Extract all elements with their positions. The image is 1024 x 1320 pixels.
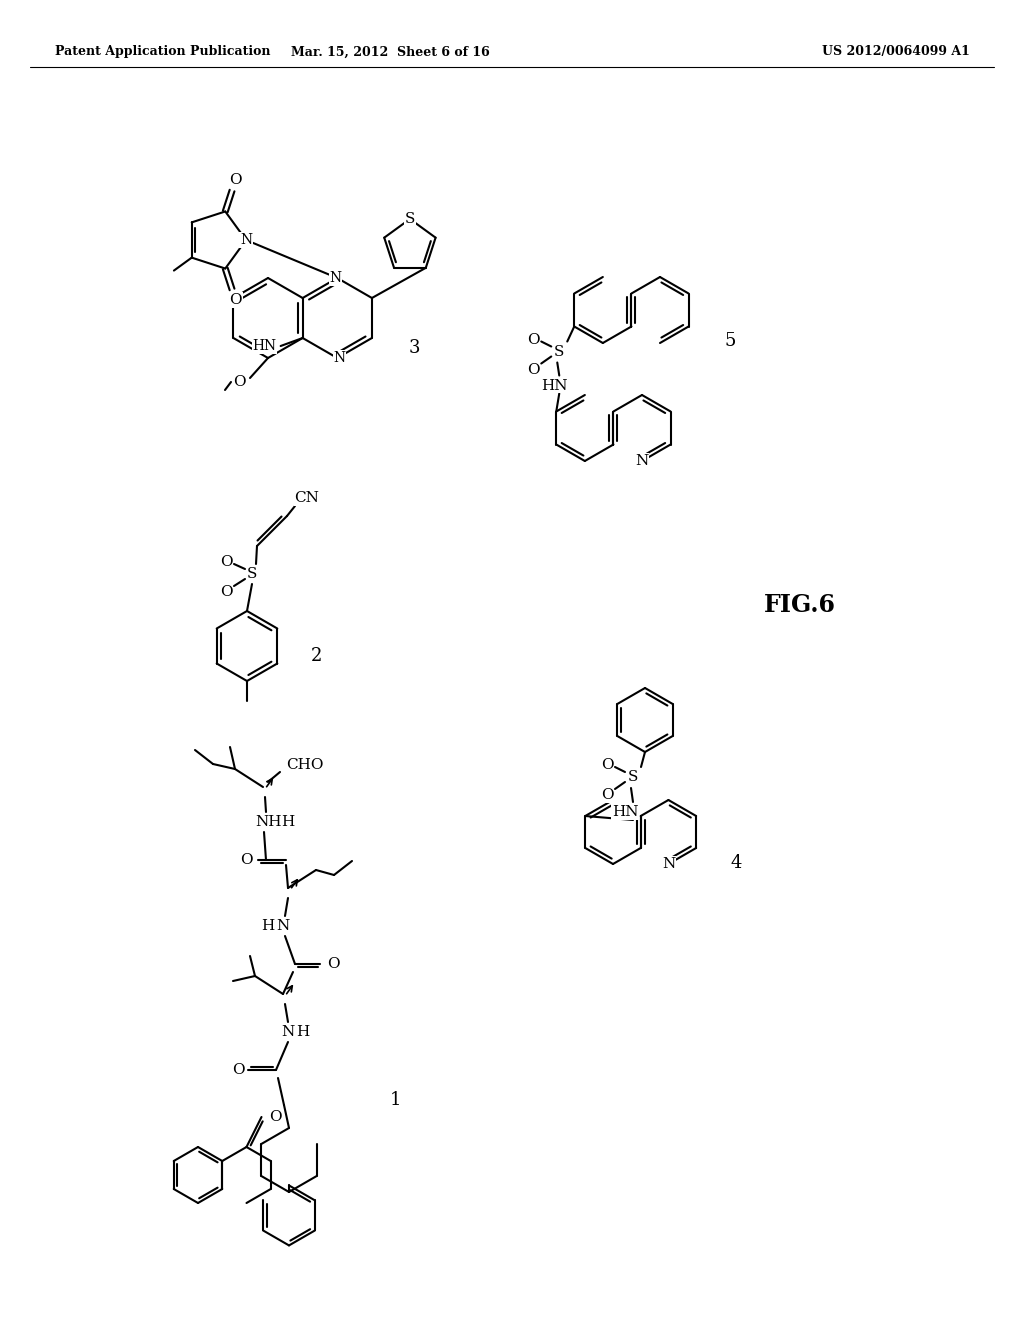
Text: O: O [229,293,242,308]
Text: CN: CN [295,491,319,506]
Text: N: N [240,234,252,247]
Text: S: S [404,213,415,226]
Text: S: S [554,345,564,359]
Text: Patent Application Publication: Patent Application Publication [55,45,270,58]
Text: N: N [276,919,290,933]
Text: 5: 5 [725,333,736,351]
Text: O: O [527,333,540,346]
Text: HN: HN [541,379,567,392]
Text: N: N [662,857,675,871]
Text: 2: 2 [311,647,323,665]
Text: 4: 4 [730,854,741,873]
Text: O: O [327,957,339,972]
Text: O: O [240,853,252,867]
Text: H: H [296,1026,309,1039]
Text: S: S [247,568,257,581]
Text: N: N [282,1026,295,1039]
Text: US 2012/0064099 A1: US 2012/0064099 A1 [822,45,970,58]
Text: S: S [628,770,638,784]
Text: 3: 3 [409,339,420,356]
Text: O: O [232,375,246,389]
Text: O: O [231,1063,245,1077]
Text: N: N [330,271,341,285]
Text: O: O [601,788,613,803]
Text: HN: HN [611,805,638,818]
Text: O: O [527,363,540,376]
Text: 1: 1 [390,1092,401,1109]
Text: O: O [220,554,232,569]
Text: O: O [229,173,242,187]
Text: H: H [261,919,274,933]
Text: Mar. 15, 2012  Sheet 6 of 16: Mar. 15, 2012 Sheet 6 of 16 [291,45,489,58]
Text: FIG.6: FIG.6 [764,593,836,616]
Text: N: N [333,351,345,366]
Text: N: N [635,454,648,469]
Text: O: O [269,1110,282,1125]
Text: H: H [282,814,295,829]
Text: NH: NH [255,814,282,829]
Text: CHO: CHO [286,758,324,772]
Text: HN: HN [253,339,276,352]
Text: O: O [220,585,232,599]
Text: O: O [601,758,613,772]
